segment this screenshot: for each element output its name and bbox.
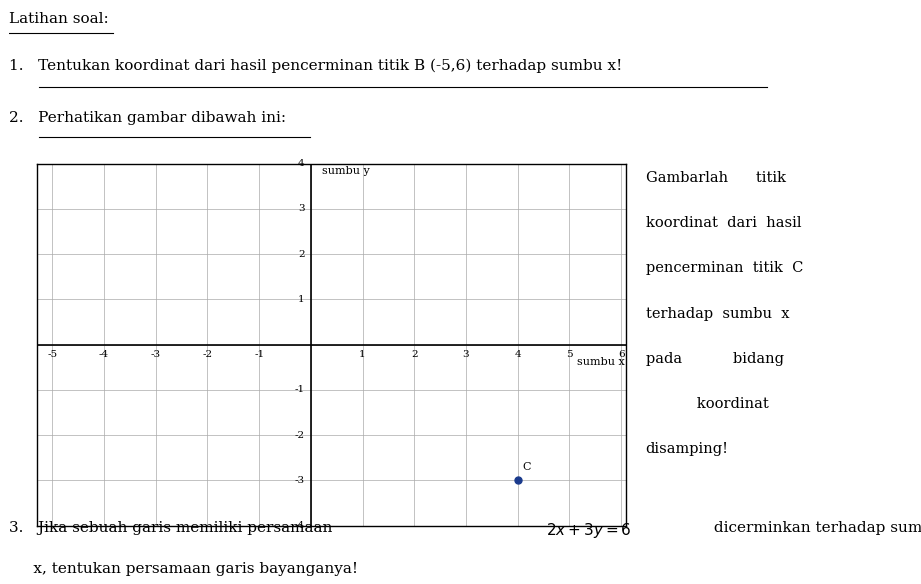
Text: C: C (523, 462, 531, 472)
Text: 2: 2 (411, 350, 417, 359)
Text: 3.   Jika sebuah garis memiliki persamaan: 3. Jika sebuah garis memiliki persamaan (9, 521, 337, 535)
Text: 4: 4 (515, 350, 521, 359)
Text: sumbu y: sumbu y (322, 166, 370, 176)
Text: terhadap  sumbu  x: terhadap sumbu x (646, 307, 789, 321)
Text: disamping!: disamping! (646, 442, 729, 456)
Text: -3: -3 (295, 476, 305, 485)
Text: Latihan soal:: Latihan soal: (9, 12, 109, 26)
Text: 3: 3 (298, 204, 305, 213)
Text: pencerminan  titik  C: pencerminan titik C (646, 261, 803, 275)
Text: 1.   Tentukan koordinat dari hasil pencerminan titik B (-5,6) terhadap sumbu x!: 1. Tentukan koordinat dari hasil pencerm… (9, 58, 623, 73)
Text: 3: 3 (462, 350, 470, 359)
Text: $2x + 3y = 6$: $2x + 3y = 6$ (546, 521, 632, 540)
Text: 1: 1 (359, 350, 366, 359)
Text: sumbu x: sumbu x (577, 357, 625, 367)
Text: -1: -1 (295, 385, 305, 394)
Text: koordinat  dari  hasil: koordinat dari hasil (646, 216, 801, 230)
Text: pada           bidang: pada bidang (646, 352, 784, 366)
Text: -2: -2 (203, 350, 213, 359)
Text: -4: -4 (295, 521, 305, 530)
Text: x, tentukan persamaan garis bayanganya!: x, tentukan persamaan garis bayanganya! (9, 562, 358, 575)
Text: -4: -4 (99, 350, 109, 359)
Text: -1: -1 (254, 350, 264, 359)
Text: dicerminkan terhadap sumbu: dicerminkan terhadap sumbu (709, 521, 921, 535)
Text: Gambarlah      titik: Gambarlah titik (646, 171, 786, 185)
Text: -5: -5 (47, 350, 57, 359)
Text: -2: -2 (295, 430, 305, 440)
Text: koordinat: koordinat (646, 397, 768, 411)
Text: 4: 4 (298, 159, 305, 168)
Text: -3: -3 (151, 350, 161, 359)
Text: 6: 6 (618, 350, 624, 359)
Text: 2: 2 (298, 249, 305, 259)
Text: 1: 1 (298, 295, 305, 304)
Text: 2.   Perhatikan gambar dibawah ini:: 2. Perhatikan gambar dibawah ini: (9, 111, 286, 125)
Text: 5: 5 (566, 350, 573, 359)
